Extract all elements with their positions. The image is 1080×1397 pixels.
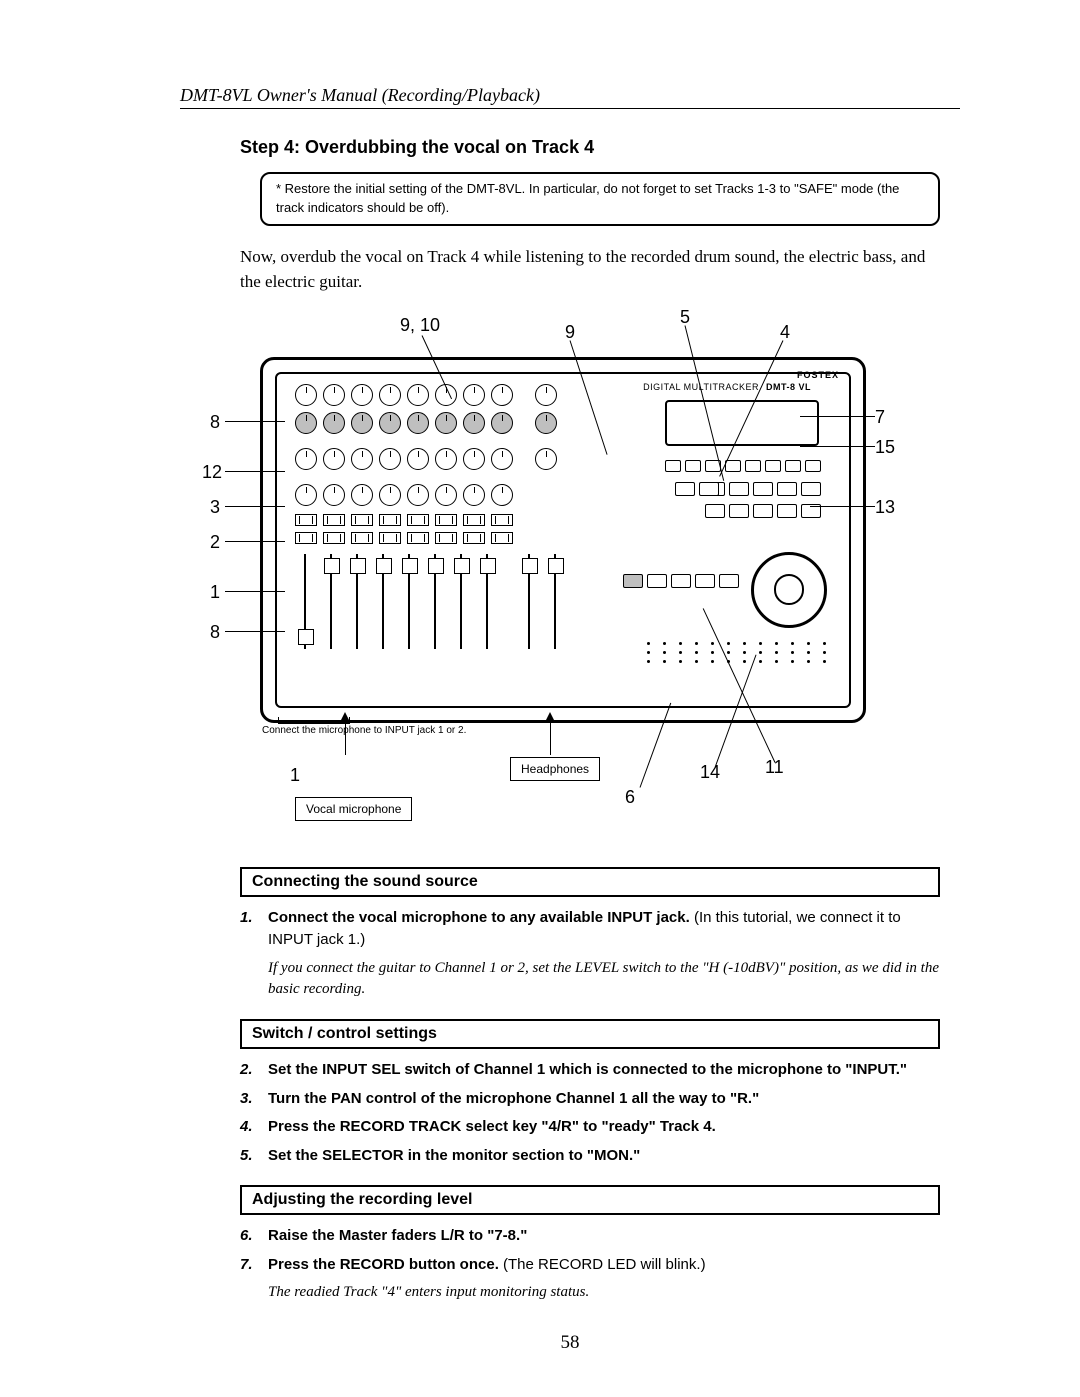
body-paragraph: Now, overdub the vocal on Track 4 while …: [240, 244, 940, 295]
list-item: 1. Connect the vocal microphone to any a…: [240, 907, 940, 952]
callout-7: 7: [875, 407, 885, 428]
callout-1b: 1: [290, 765, 300, 786]
section-connecting: Connecting the sound source: [240, 867, 940, 897]
callout-8a: 8: [210, 412, 220, 433]
list-item: 3.Turn the PAN control of the microphone…: [240, 1088, 940, 1111]
section-switch: Switch / control settings: [240, 1019, 940, 1049]
callout-2: 2: [210, 532, 220, 553]
knob-row-1: [295, 384, 557, 406]
rec-select-row: [665, 460, 821, 472]
callout-14: 14: [700, 762, 720, 783]
mixer-figure: DIGITAL MULTITRACKER DMT-8 VL FOSTEX: [170, 307, 950, 847]
callout-9-10: 9, 10: [400, 315, 440, 336]
mixer-panel: DIGITAL MULTITRACKER DMT-8 VL FOSTEX: [275, 372, 851, 708]
list-item: 7.Press the RECORD button once. (The REC…: [240, 1254, 940, 1277]
connecting-note: If you connect the guitar to Channel 1 o…: [268, 958, 940, 1002]
step-title: Step 4: Overdubbing the vocal on Track 4: [240, 137, 960, 158]
brand-logo: FOSTEX: [797, 370, 839, 380]
list-item: 5.Set the SELECTOR in the monitor sectio…: [240, 1145, 940, 1168]
speaker-grille: [647, 642, 829, 663]
callout-6: 6: [625, 787, 635, 808]
slot-row-2: [295, 532, 513, 544]
callout-1: 1: [210, 582, 220, 603]
list-item: 2.Set the INPUT SEL switch of Channel 1 …: [240, 1059, 940, 1082]
safe-mode-note: * Restore the initial setting of the DMT…: [260, 172, 940, 226]
list-item: 4.Press the RECORD TRACK select key "4/R…: [240, 1116, 940, 1139]
list-item: 6.Raise the Master faders L/R to "7-8.": [240, 1225, 940, 1248]
slot-row-1: [295, 514, 513, 526]
input-jack-note: Connect the microphone to INPUT jack 1 o…: [262, 725, 466, 736]
vocal-mic-label: Vocal microphone: [295, 797, 412, 821]
callout-8b: 8: [210, 622, 220, 643]
list-connecting: 1. Connect the vocal microphone to any a…: [240, 907, 940, 952]
list-switch: 2.Set the INPUT SEL switch of Channel 1 …: [240, 1059, 940, 1167]
fader-row: [295, 554, 565, 649]
page-number: 58: [180, 1332, 960, 1354]
headphones-label: Headphones: [510, 757, 600, 781]
knob-row-2: [295, 412, 557, 434]
adjust-note: The readied Track "4" enters input monit…: [268, 1282, 940, 1304]
func-row-1: [705, 482, 821, 496]
manual-page: DMT-8VL Owner's Manual (Recording/Playba…: [0, 0, 1080, 1394]
transport-row: [623, 574, 739, 588]
callout-15: 15: [875, 437, 895, 458]
jog-wheel: [751, 552, 827, 628]
callout-3: 3: [210, 497, 220, 518]
section-adjust: Adjusting the recording level: [240, 1185, 940, 1215]
mixer-body: DIGITAL MULTITRACKER DMT-8 VL FOSTEX: [260, 357, 866, 723]
lcd-display: [665, 400, 819, 446]
list-adjust: 6.Raise the Master faders L/R to "7-8." …: [240, 1225, 940, 1276]
brand-model: DMT-8 VL: [766, 382, 811, 392]
knob-row-4: [295, 484, 513, 506]
func-row-1b: [675, 482, 719, 496]
knob-row-3: [295, 448, 557, 470]
callout-13: 13: [875, 497, 895, 518]
callout-12: 12: [202, 462, 222, 483]
running-head: DMT-8VL Owner's Manual (Recording/Playba…: [180, 85, 960, 109]
func-row-2: [705, 504, 821, 518]
